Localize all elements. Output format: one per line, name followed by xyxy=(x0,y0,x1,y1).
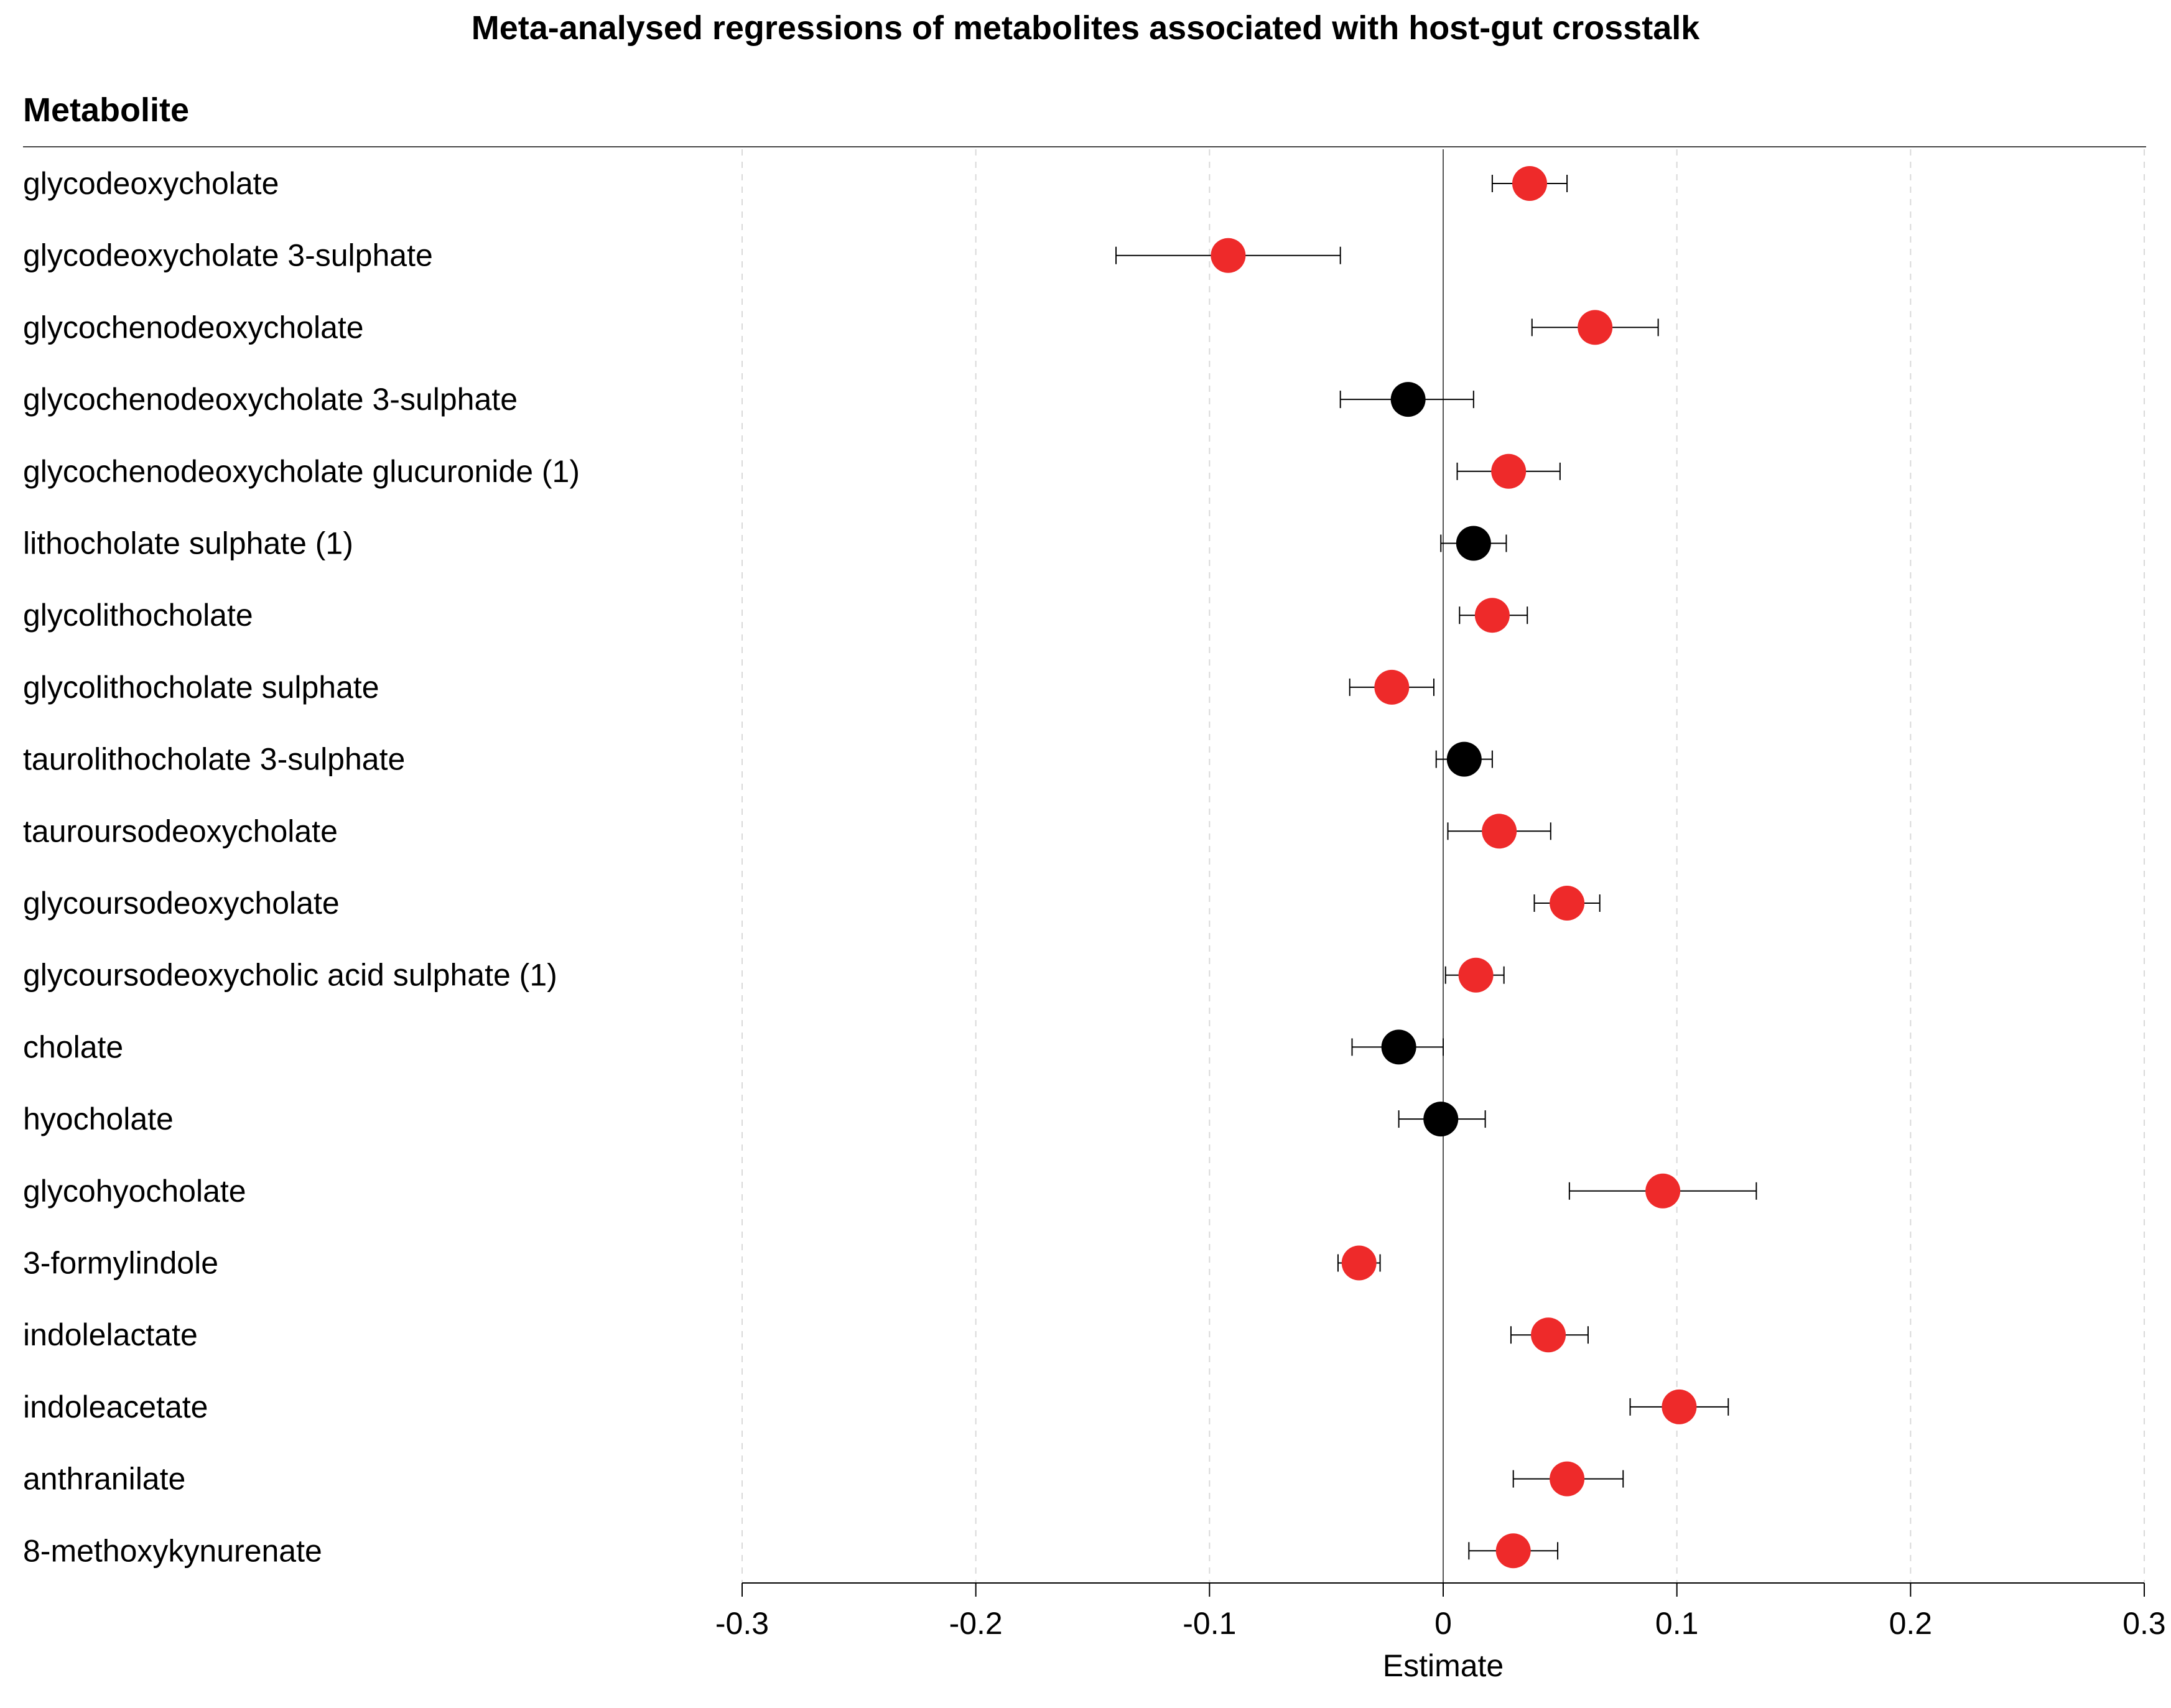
metabolite-label: lithocholate sulphate (1) xyxy=(23,526,353,561)
chart-title: Meta-analysed regressions of metabolites… xyxy=(471,9,1700,47)
estimate-point xyxy=(1645,1173,1681,1209)
estimate-point xyxy=(1446,741,1482,777)
metabolite-label: glycoursodeoxycholate xyxy=(23,886,340,921)
estimate-point xyxy=(1390,382,1426,417)
forest-row: cholate xyxy=(23,1029,1444,1065)
metabolite-label: glycoursodeoxycholic acid sulphate (1) xyxy=(23,958,557,993)
x-tick-label: -0.2 xyxy=(949,1606,1003,1641)
forest-row: glycochenodeoxycholate glucuronide (1) xyxy=(23,453,1561,489)
forest-row: glycodeoxycholate xyxy=(23,166,1568,201)
metabolite-label: indolelactate xyxy=(23,1317,198,1352)
estimate-point xyxy=(1374,669,1410,705)
estimate-point xyxy=(1341,1245,1377,1281)
metabolite-label: tauroursodeoxycholate xyxy=(23,814,338,848)
forest-row: tauroursodeoxycholate xyxy=(23,814,1551,849)
estimate-point xyxy=(1550,886,1585,921)
forest-row: indoleacetate xyxy=(23,1389,1729,1424)
metabolite-label: glycolithocholate sulphate xyxy=(23,670,379,705)
metabolite-label: glycohyocholate xyxy=(23,1174,246,1209)
estimate-point xyxy=(1211,238,1246,273)
metabolite-label: glycochenodeoxycholate xyxy=(23,310,364,345)
x-tick-label: 0.3 xyxy=(2122,1606,2166,1641)
estimate-point xyxy=(1578,310,1613,345)
metabolite-label: hyocholate xyxy=(23,1102,174,1136)
x-axis-title: Estimate xyxy=(1383,1648,1504,1683)
estimate-point xyxy=(1381,1029,1416,1065)
x-axis: -0.3 -0.2 -0.1 0 0.1 0.2 0.3 xyxy=(715,1582,2166,1641)
estimate-point xyxy=(1531,1317,1566,1353)
metabolite-label: glycochenodeoxycholate 3-sulphate xyxy=(23,382,518,417)
forest-row: lithocholate sulphate (1) xyxy=(23,526,1507,561)
estimate-point xyxy=(1512,166,1547,201)
estimate-point xyxy=(1491,453,1527,489)
forest-row: anthranilate xyxy=(23,1461,1624,1497)
forest-row: 3-formylindole xyxy=(23,1245,1381,1281)
forest-row: glycolithocholate xyxy=(23,598,1528,633)
x-tick-label: -0.3 xyxy=(715,1606,769,1641)
forest-row: glycohyocholate xyxy=(23,1173,1757,1209)
x-tick-label: -0.1 xyxy=(1183,1606,1236,1641)
rows-layer: glycodeoxycholate glycodeoxycholate 3-sul… xyxy=(23,166,1757,1569)
metabolite-label: indoleacetate xyxy=(23,1390,208,1424)
metabolite-label: anthranilate xyxy=(23,1462,185,1497)
estimate-point xyxy=(1482,814,1517,849)
estimate-point xyxy=(1474,598,1510,633)
grid-layer xyxy=(741,149,2145,1583)
estimate-point xyxy=(1458,957,1494,993)
estimate-point xyxy=(1456,526,1491,561)
forest-row: hyocholate xyxy=(23,1102,1486,1137)
metabolite-label: glycodeoxycholate xyxy=(23,166,279,201)
metabolite-label: taurolithocholate 3-sulphate xyxy=(23,742,405,777)
metabolite-label: 3-formylindole xyxy=(23,1246,218,1281)
x-tick-label: 0.1 xyxy=(1655,1606,1699,1641)
forest-row: 8-methoxykynurenate xyxy=(23,1533,1559,1569)
metabolite-label: glycodeoxycholate 3-sulphate xyxy=(23,238,433,273)
estimate-point xyxy=(1423,1102,1459,1137)
estimate-point xyxy=(1550,1461,1585,1497)
x-tick-label: 0.2 xyxy=(1889,1606,1933,1641)
forest-row: taurolithocholate 3-sulphate xyxy=(23,741,1493,777)
forest-row: glycoursodeoxycholic acid sulphate (1) xyxy=(23,957,1505,993)
forest-row: glycochenodeoxycholate 3-sulphate xyxy=(23,382,1474,417)
metabolite-label: cholate xyxy=(23,1029,123,1064)
forest-row: glycoursodeoxycholate xyxy=(23,886,1601,921)
column-header: Metabolite xyxy=(23,91,190,129)
estimate-point xyxy=(1662,1389,1697,1424)
metabolite-label: 8-methoxykynurenate xyxy=(23,1533,322,1568)
forest-row: indolelactate xyxy=(23,1317,1589,1353)
estimate-point xyxy=(1495,1533,1531,1569)
metabolite-label: glycolithocholate xyxy=(23,598,253,633)
forest-row: glycolithocholate sulphate xyxy=(23,669,1434,705)
metabolite-label: glycochenodeoxycholate glucuronide (1) xyxy=(23,454,580,489)
x-tick-label: 0 xyxy=(1434,1606,1452,1641)
forest-row: glycochenodeoxycholate xyxy=(23,310,1659,345)
forest-row: glycodeoxycholate 3-sulphate xyxy=(23,238,1341,273)
